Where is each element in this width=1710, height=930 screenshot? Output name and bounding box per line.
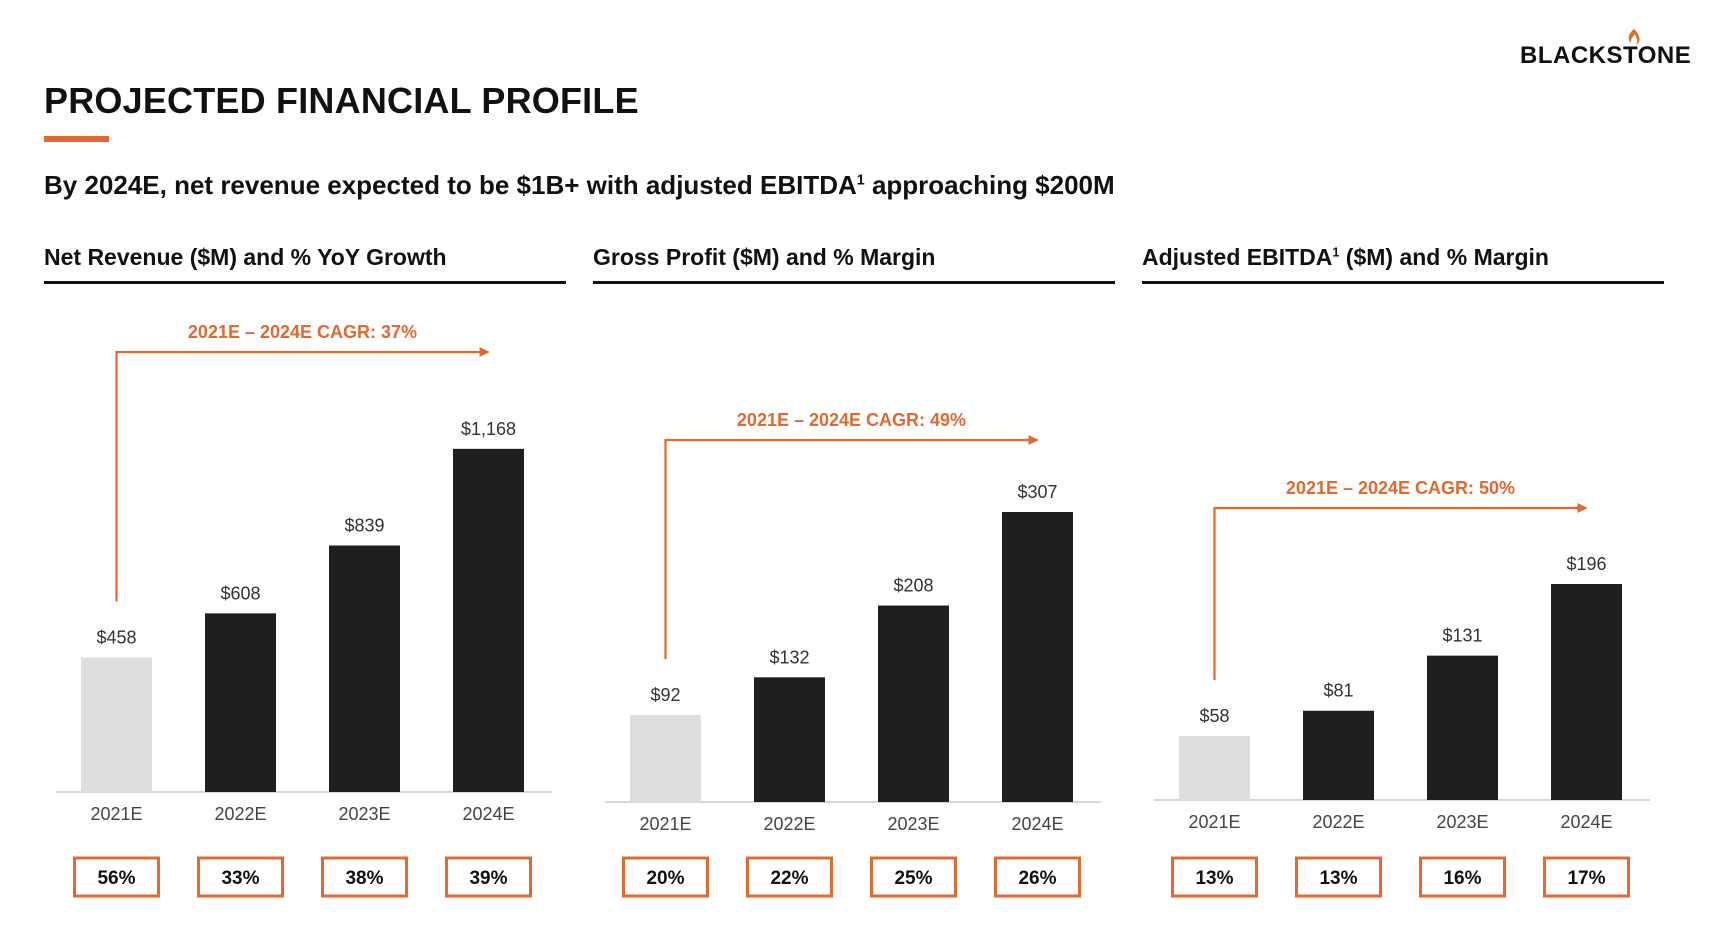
data-label: $81 — [1323, 681, 1353, 701]
data-label: $92 — [650, 685, 680, 705]
chart-title: Adjusted EBITDA1 ($M) and % Margin — [1142, 244, 1549, 271]
chart-net-revenue: Net Revenue ($M) and % YoY Growth $458 20… — [44, 244, 566, 904]
percent-box — [321, 856, 408, 898]
data-label: $196 — [1566, 554, 1606, 574]
percent-box — [622, 856, 709, 898]
percent-label: 26% — [1018, 868, 1056, 889]
chart-gross-profit: Gross Profit ($M) and % Margin $92 2021E 2… — [593, 244, 1115, 904]
category-label: 2022E — [214, 804, 266, 824]
data-label: $1,168 — [461, 419, 516, 439]
bar-2023E — [878, 605, 949, 802]
category-label: 2024E — [1560, 812, 1612, 832]
percent-box — [197, 856, 284, 898]
category-label: 2023E — [1436, 812, 1488, 832]
category-label: 2023E — [887, 814, 939, 834]
percent-box — [994, 856, 1081, 898]
percent-label: 38% — [345, 868, 383, 889]
flame-icon — [1628, 29, 1640, 45]
data-label: $132 — [769, 647, 809, 667]
bar-2024E — [453, 448, 524, 792]
category-label: 2022E — [763, 814, 815, 834]
percent-label: 22% — [770, 868, 808, 889]
cagr-label: 2021E – 2024E CAGR: 50% — [1286, 478, 1515, 498]
subtitle-text-end: approaching $200M — [864, 170, 1115, 200]
cagr-arrow — [115, 347, 490, 602]
data-label: $58 — [1199, 706, 1229, 726]
bar-2023E — [1427, 655, 1498, 800]
chart-title-footnote: 1 — [1332, 245, 1340, 260]
bar-2022E — [1303, 710, 1374, 800]
cagr-label: 2021E – 2024E CAGR: 49% — [737, 410, 966, 430]
chart-adjusted-ebitda: Adjusted EBITDA1 ($M) and % Margin $58 20… — [1142, 244, 1664, 904]
percent-label: 17% — [1567, 868, 1605, 889]
chart-title-rule — [593, 281, 1115, 284]
chart-title-text-end: ($M) and % Margin — [1339, 244, 1549, 270]
bar-2024E — [1551, 584, 1622, 800]
page-subtitle: By 2024E, net revenue expected to be $1B… — [44, 170, 1115, 201]
chart-title-rule — [44, 281, 566, 284]
cagr-arrow — [664, 435, 1039, 660]
category-label: 2023E — [338, 804, 390, 824]
data-label: $458 — [96, 627, 136, 647]
percent-box — [445, 856, 532, 898]
category-label: 2024E — [462, 804, 514, 824]
chart-svg: $58 2021E 13% $81 2022E 13% $131 2023E 16% $196 20… — [1154, 478, 1650, 898]
percent-label: 39% — [469, 868, 507, 889]
title-accent-bar — [44, 136, 109, 142]
category-label: 2022E — [1312, 812, 1364, 832]
brand-name: BLACKSTONE — [1520, 42, 1692, 69]
bar-2022E — [754, 677, 825, 802]
data-label: $608 — [220, 583, 260, 603]
percent-box — [1543, 856, 1630, 898]
bar-2021E — [1179, 736, 1250, 800]
footnote-marker: 1 — [856, 172, 865, 189]
percent-box — [1419, 856, 1506, 898]
percent-label: 25% — [894, 868, 932, 889]
category-label: 2021E — [1188, 812, 1240, 832]
percent-label: 13% — [1319, 868, 1357, 889]
percent-box — [870, 856, 957, 898]
bar-2022E — [205, 613, 276, 792]
chart-svg: $458 2021E 56% $608 2022E 33% $839 2023E 38% $1,1… — [56, 322, 552, 898]
blackstone-logo: BLACKSTONE — [1520, 28, 1695, 69]
bar-2023E — [329, 545, 400, 792]
category-label: 2021E — [90, 804, 142, 824]
percent-label: 20% — [646, 868, 684, 889]
chart-title-text: Adjusted EBITDA — [1142, 244, 1333, 270]
percent-box — [73, 856, 160, 898]
chart-title-rule — [1142, 281, 1664, 284]
percent-label: 33% — [221, 868, 259, 889]
cagr-arrow — [1213, 503, 1588, 681]
category-label: 2024E — [1011, 814, 1063, 834]
chart-svg: $92 2021E 20% $132 2022E 22% $208 2023E 25% $307 2… — [605, 410, 1101, 898]
cagr-label: 2021E – 2024E CAGR: 37% — [188, 322, 417, 342]
chart-title-text: Net Revenue ($M) and % YoY Growth — [44, 244, 447, 270]
data-label: $307 — [1017, 482, 1057, 502]
bar-2024E — [1002, 512, 1073, 802]
data-label: $839 — [344, 516, 384, 536]
page-title: PROJECTED FINANCIAL PROFILE — [44, 80, 639, 121]
percent-label: 16% — [1443, 868, 1481, 889]
percent-label: 56% — [97, 868, 135, 889]
bar-2021E — [630, 715, 701, 802]
percent-box — [746, 856, 833, 898]
bar-2021E — [81, 657, 152, 792]
percent-box — [1295, 856, 1382, 898]
chart-title: Gross Profit ($M) and % Margin — [593, 244, 935, 271]
data-label: $131 — [1442, 626, 1482, 646]
data-label: $208 — [893, 576, 933, 596]
category-label: 2021E — [639, 814, 691, 834]
percent-box — [1171, 856, 1258, 898]
percent-label: 13% — [1195, 868, 1233, 889]
chart-title: Net Revenue ($M) and % YoY Growth — [44, 244, 447, 271]
chart-title-text: Gross Profit ($M) and % Margin — [593, 244, 936, 270]
subtitle-text: By 2024E, net revenue expected to be $1B… — [44, 170, 857, 200]
